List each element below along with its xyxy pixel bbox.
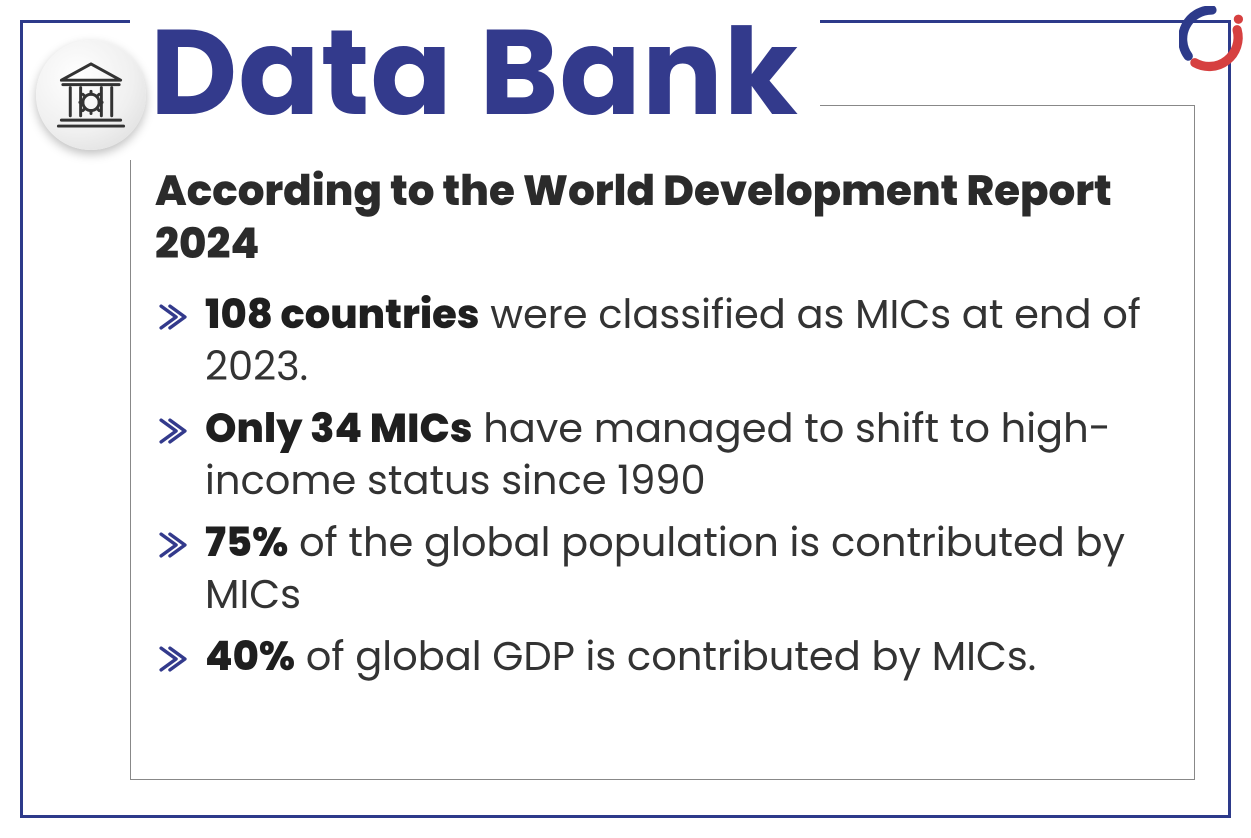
content-area: According to the World Development Repor… [155, 165, 1175, 692]
bullet-item: 108 countries were classified as MICs at… [155, 288, 1175, 392]
bullet-bold-text: Only 34 MICs [205, 400, 473, 456]
double-arrow-icon [155, 636, 189, 670]
bullet-bold-text: 40% [205, 628, 295, 684]
corner-logo-icon [1179, 6, 1245, 72]
bullet-list: 108 countries were classified as MICs at… [155, 288, 1175, 682]
bullet-item: 40% of global GDP is contributed by MICs… [155, 630, 1175, 682]
double-arrow-icon [155, 294, 189, 328]
page-title: Data Bank [150, 0, 799, 144]
bullet-bold-text: 108 countries [205, 286, 480, 342]
bullet-bold-text: 75% [205, 514, 288, 570]
double-arrow-icon [155, 408, 189, 442]
double-arrow-icon [155, 522, 189, 556]
subtitle: According to the World Development Repor… [155, 165, 1175, 270]
bullet-item: 75% of the global population is contribu… [155, 516, 1175, 620]
bank-building-icon [54, 58, 128, 132]
bullet-item: Only 34 MICs have managed to shift to hi… [155, 402, 1175, 506]
bullet-rest-text: of global GDP is contributed by MICs. [295, 628, 1036, 684]
title-icon-circle [36, 40, 146, 150]
bullet-rest-text: of the global population is contributed … [205, 514, 1125, 622]
